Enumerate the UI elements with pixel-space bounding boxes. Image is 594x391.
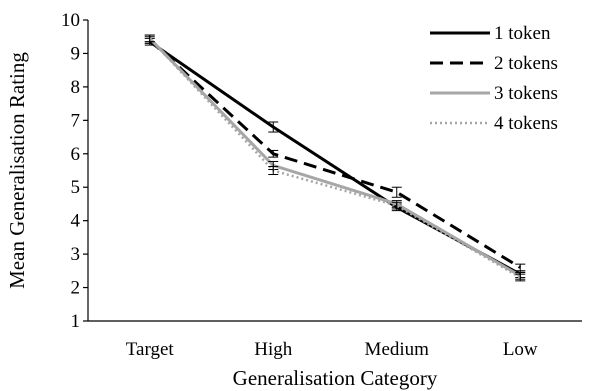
error-bar: [268, 121, 279, 133]
y-tick-label: 9: [71, 43, 81, 64]
error-bar: [144, 34, 155, 43]
error-bar: [268, 149, 279, 158]
legend-label: 4 tokens: [494, 113, 558, 134]
x-tick-label: Low: [503, 339, 538, 360]
error-bar: [391, 186, 402, 198]
series-line: [148, 40, 521, 276]
series-1: [144, 37, 526, 279]
x-tick-label: Target: [126, 339, 175, 360]
x-axis-title: Generalisation Category: [233, 366, 438, 390]
legend-label: 2 tokens: [494, 53, 558, 74]
series-2: [144, 36, 526, 272]
y-axis-title: Mean Generalisation Rating: [5, 52, 29, 289]
x-tick-label: High: [254, 339, 293, 360]
x-tick-label: Medium: [365, 339, 430, 360]
error-bar: [268, 165, 279, 176]
series-4: [144, 34, 526, 282]
legend: 1 token 2 tokens 3 tokens 4 tokens: [430, 23, 558, 134]
y-tick-label: 4: [71, 211, 81, 232]
series-line: [148, 37, 522, 278]
error-bar: [515, 273, 526, 282]
error-bar: [515, 263, 526, 272]
series-3: [144, 34, 526, 280]
y-axis-ticks: 1 2 3 4 5 6 7 8 9 10: [61, 10, 88, 332]
series-layer: [144, 34, 526, 282]
legend-label: 3 tokens: [494, 83, 558, 104]
y-tick-label: 10: [61, 10, 80, 31]
y-tick-label: 3: [71, 244, 81, 265]
series-line: [148, 37, 521, 279]
y-tick-label: 6: [71, 144, 81, 165]
legend-label: 1 token: [494, 23, 551, 44]
y-tick-label: 2: [71, 278, 81, 299]
series-line: [148, 38, 522, 269]
error-bar: [391, 201, 402, 210]
y-tick-label: 1: [71, 311, 81, 332]
y-tick-label: 8: [71, 77, 81, 98]
x-axis-ticks: Target High Medium Low: [126, 339, 538, 360]
y-tick-label: 7: [71, 110, 81, 131]
y-tick-label: 5: [71, 177, 81, 198]
